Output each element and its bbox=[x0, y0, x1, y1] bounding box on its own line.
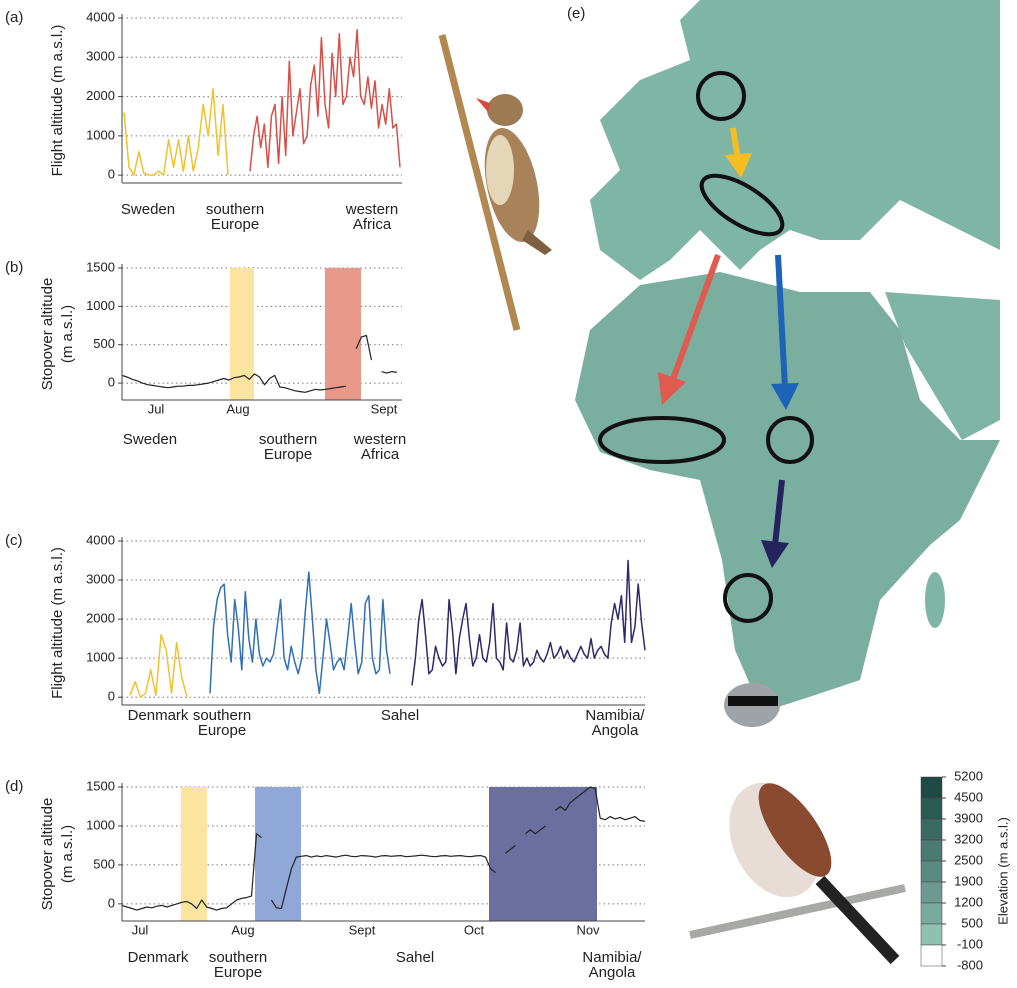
colorbar-tick-label: 2500 bbox=[954, 852, 983, 867]
region-label: Sahel bbox=[381, 707, 419, 724]
y-tick-label: 4000 bbox=[86, 532, 115, 547]
y-tick-label: 2000 bbox=[86, 611, 115, 626]
stopover-band bbox=[489, 787, 597, 921]
colorbar-tick-label: 500 bbox=[961, 915, 983, 930]
region-label: Angola bbox=[592, 722, 639, 739]
y-tick-label: 0 bbox=[108, 375, 115, 390]
bird-belly bbox=[486, 135, 514, 205]
colorbar-bin bbox=[921, 819, 942, 840]
colorbar-bin bbox=[921, 861, 942, 882]
series-line bbox=[210, 572, 390, 693]
x-tick-label: Sept bbox=[371, 401, 398, 416]
bird-tail bbox=[522, 230, 552, 255]
y-tick-label: 1500 bbox=[86, 259, 115, 274]
region-label: Europe bbox=[198, 722, 246, 739]
y-axis-title: Stopover altitude bbox=[39, 278, 56, 391]
colorbar-bin bbox=[921, 840, 942, 861]
y-axis-title: (m a.s.l.) bbox=[59, 305, 76, 363]
y-tick-label: 4000 bbox=[86, 9, 115, 24]
panel-label: (a) bbox=[5, 9, 23, 26]
y-tick-label: 0 bbox=[108, 689, 115, 704]
region-label: Sahel bbox=[396, 949, 434, 966]
colorbar-tick-label: 5200 bbox=[954, 768, 983, 783]
y-tick-label: 3000 bbox=[86, 49, 115, 64]
colorbar-bin bbox=[921, 924, 942, 945]
x-tick-label: Sept bbox=[349, 922, 376, 937]
y-axis-title: Flight altitude (m a.s.l.) bbox=[49, 547, 66, 699]
region-label: Denmark bbox=[128, 707, 189, 724]
colorbar-tick-label: 1900 bbox=[954, 873, 983, 888]
colorbar-tick-label: -100 bbox=[957, 936, 983, 951]
series-line bbox=[130, 635, 187, 698]
y-tick-label: 1000 bbox=[86, 650, 115, 665]
colorbar-bin bbox=[921, 777, 942, 798]
stopover-band bbox=[325, 268, 361, 400]
colorbar-tick-label: 1200 bbox=[954, 894, 983, 909]
bird-mask bbox=[728, 696, 778, 706]
region-label: Europe bbox=[211, 216, 259, 233]
x-tick-label: Jul bbox=[132, 922, 149, 937]
region-label: Sweden bbox=[123, 431, 177, 448]
y-tick-label: 3000 bbox=[86, 571, 115, 586]
colorbar-tick-label: 3200 bbox=[954, 831, 983, 846]
region-label: Sweden bbox=[121, 201, 175, 218]
stopover-band bbox=[181, 787, 207, 921]
colorbar-tick-label: 3900 bbox=[954, 810, 983, 825]
panel-label: (c) bbox=[5, 532, 23, 549]
y-tick-label: 1000 bbox=[86, 817, 115, 832]
region-label: Africa bbox=[361, 446, 400, 463]
y-axis-title: (m a.s.l.) bbox=[59, 825, 76, 883]
bird-beak bbox=[476, 98, 490, 112]
stopover-band bbox=[255, 787, 301, 921]
panel-label: (b) bbox=[5, 259, 23, 276]
land-europe bbox=[590, 0, 1000, 280]
y-tick-label: 1000 bbox=[86, 298, 115, 313]
x-tick-label: Nov bbox=[576, 922, 600, 937]
reed-warbler bbox=[442, 35, 552, 330]
colorbar bbox=[921, 777, 942, 966]
y-tick-label: 0 bbox=[108, 895, 115, 910]
colorbar-tick-label: 4500 bbox=[954, 789, 983, 804]
series-line bbox=[412, 561, 645, 686]
shrike bbox=[690, 683, 905, 960]
y-tick-label: 500 bbox=[93, 336, 115, 351]
colorbar-title: Elevation (m a.s.l.) bbox=[995, 817, 1010, 925]
y-tick-label: 0 bbox=[108, 167, 115, 182]
region-label: Angola bbox=[589, 964, 636, 981]
colorbar-tick-label: -800 bbox=[957, 957, 983, 972]
y-axis-title: Stopover altitude bbox=[39, 798, 56, 911]
y-tick-label: 1000 bbox=[86, 127, 115, 142]
y-tick-label: 1500 bbox=[86, 778, 115, 793]
colorbar-bin bbox=[921, 945, 942, 966]
x-tick-label: Aug bbox=[231, 922, 254, 937]
panel-label: (e) bbox=[567, 5, 585, 22]
colorbar-bin bbox=[921, 882, 942, 903]
figure: (e) Elevation (m a.s.l.) (a) Flight altit… bbox=[0, 0, 1017, 988]
y-tick-label: 2000 bbox=[86, 88, 115, 103]
y-axis-title: Flight altitude (m a.s.l.) bbox=[49, 25, 66, 177]
x-tick-label: Jul bbox=[148, 401, 165, 416]
colorbar-bin bbox=[921, 798, 942, 819]
madagascar bbox=[925, 572, 945, 628]
y-tick-label: 500 bbox=[93, 856, 115, 871]
region-label: Europe bbox=[264, 446, 312, 463]
series-line bbox=[124, 89, 228, 175]
x-tick-label: Oct bbox=[464, 922, 485, 937]
map bbox=[575, 0, 1000, 712]
region-label: Europe bbox=[214, 964, 262, 981]
region-label: Africa bbox=[353, 216, 392, 233]
region-label: Denmark bbox=[128, 949, 189, 966]
panel-label: (d) bbox=[5, 778, 23, 795]
bird-head bbox=[487, 94, 523, 126]
stopover-band bbox=[230, 268, 254, 400]
colorbar-bin bbox=[921, 903, 942, 924]
series-line bbox=[250, 30, 400, 171]
x-tick-label: Aug bbox=[226, 401, 249, 416]
